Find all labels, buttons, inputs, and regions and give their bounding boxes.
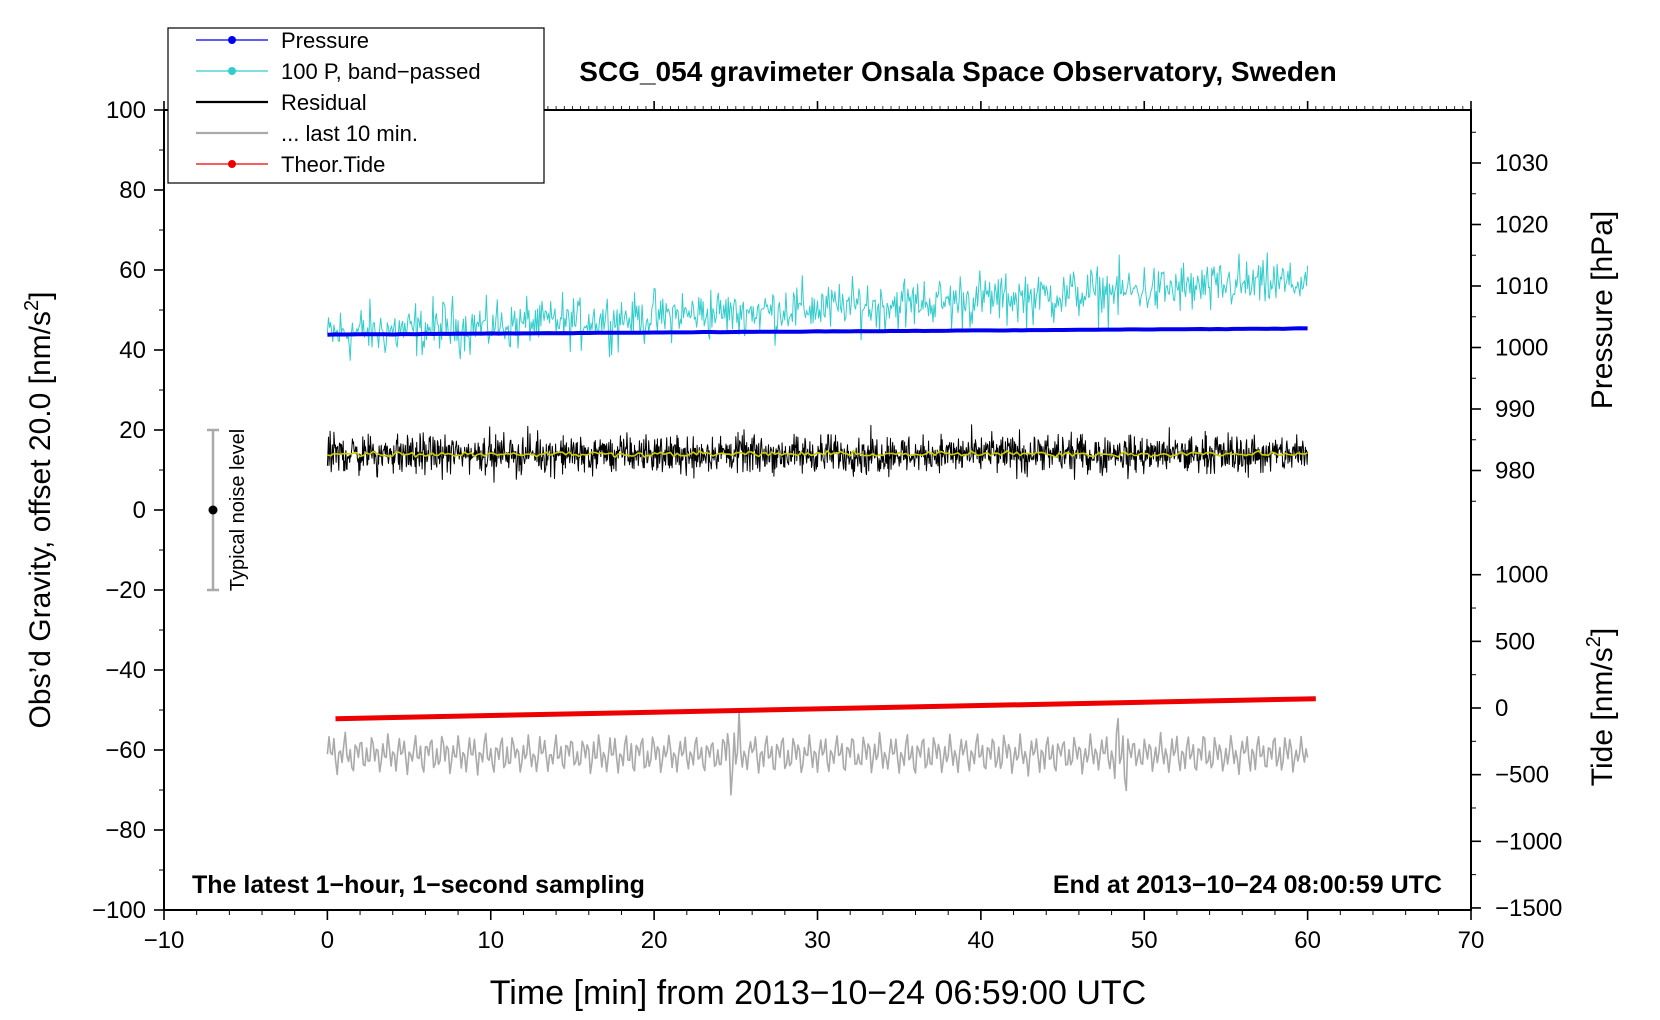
tide-tick-label: 0	[1495, 695, 1508, 722]
tide-tick-label: 500	[1495, 628, 1535, 655]
pressure-tick-label: 990	[1495, 396, 1535, 423]
pressure-line	[327, 326, 1308, 337]
x-tick-label: 40	[968, 927, 995, 954]
noise-level-bar: Typical noise level	[207, 428, 249, 592]
x-tick-label: 10	[477, 927, 504, 954]
tide-axis-label-sup: 2	[1583, 636, 1605, 647]
legend-label: 100 P, band−passed	[281, 59, 481, 84]
legend-label: Pressure	[281, 28, 369, 53]
x-tick-label: 20	[641, 927, 668, 954]
pressure-axis-label: Pressure [hPa]	[1586, 211, 1619, 409]
legend-label: Residual	[281, 90, 367, 115]
legend-marker	[228, 67, 236, 75]
noise-label: Typical noise level	[227, 429, 249, 591]
tide-tick-label: −1500	[1495, 895, 1562, 922]
y-tick-label: −40	[105, 657, 146, 684]
y-tick-label: 80	[119, 177, 146, 204]
y-tick-label: −80	[105, 817, 146, 844]
y-axis-label: Obs’d Gravity, offset 20.0 [nm/s2]	[21, 292, 57, 729]
tide-axis-label-end: ]	[1586, 628, 1619, 636]
pressure-tick-label: 1010	[1495, 273, 1548, 300]
y-axis-label-end: ]	[24, 292, 57, 300]
x-tick-label: 30	[804, 927, 831, 954]
chart-title: SCG_054 gravimeter Onsala Space Observat…	[579, 56, 1336, 87]
x-tick-label: 70	[1458, 927, 1485, 954]
pressure-tick-label: 980	[1495, 458, 1535, 485]
x-tick-label: 0	[321, 927, 334, 954]
tide-tick-label: −1000	[1495, 828, 1562, 855]
series-layer	[326, 252, 1316, 796]
theor-tide-line	[335, 696, 1316, 722]
residual-line	[326, 424, 1309, 483]
residual-smoothed-line	[327, 449, 1308, 459]
pressure-tick-label: 1020	[1495, 212, 1548, 239]
tide-tick-label: 1000	[1495, 562, 1548, 589]
legend: Pressure 100 P, band−passed Residual ... la…	[167, 27, 545, 184]
pressure-tick-label: 1000	[1495, 335, 1548, 362]
pressure-tick-label: 1030	[1495, 150, 1548, 177]
band-passed-pressure-line	[326, 252, 1309, 361]
y-tick-label: 60	[119, 257, 146, 284]
y-tick-label: 20	[119, 417, 146, 444]
y-tick-label: −20	[105, 577, 146, 604]
legend-label: ... last 10 min.	[281, 121, 418, 146]
y-tick-label: −60	[105, 737, 146, 764]
x-tick-label: −10	[144, 927, 185, 954]
annotation-right: End at 2013−10−24 08:00:59 UTC	[1053, 871, 1442, 899]
last-10-min-line	[326, 710, 1309, 796]
legend-marker	[228, 160, 236, 168]
y-tick-label: 40	[119, 337, 146, 364]
x-tick-label: 50	[1131, 927, 1158, 954]
tide-axis-label-text: Tide [nm/s	[1586, 647, 1619, 786]
y-axis-label-text: Obs’d Gravity, offset 20.0 [nm/s	[24, 311, 57, 728]
legend-label: Theor.Tide	[281, 152, 385, 177]
y-tick-label: −100	[92, 897, 146, 924]
noise-bar-center	[208, 505, 218, 515]
tide-axis-label: Tide [nm/s2]	[1583, 628, 1619, 786]
x-tick-label: 60	[1294, 927, 1321, 954]
x-axis-label: Time [min] from 2013−10−24 06:59:00 UTC	[490, 974, 1146, 1012]
y-axis-label-sup: 2	[21, 300, 43, 311]
plot-frame	[163, 109, 1472, 911]
legend-marker	[228, 36, 236, 44]
axis-ticks: −10 0 10 20 30 40 50 60 70100806040200−20−40−60−…	[92, 97, 1562, 954]
y-tick-label: 0	[133, 497, 146, 524]
y-tick-label: 100	[106, 97, 146, 124]
annotation-left: The latest 1−hour, 1−second sampling	[192, 871, 645, 899]
tide-tick-label: −500	[1495, 762, 1549, 789]
legend-box	[167, 27, 545, 184]
